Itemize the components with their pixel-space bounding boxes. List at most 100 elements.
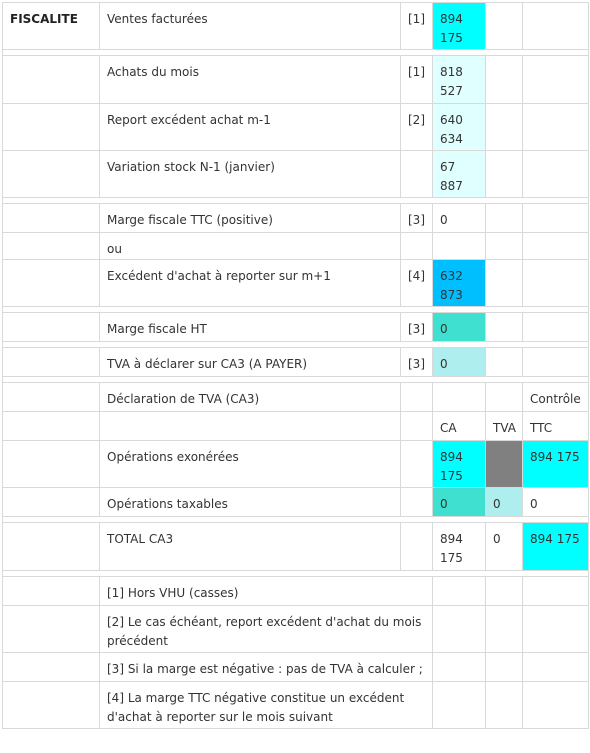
empty-cell (522, 232, 589, 260)
empty-cell (522, 203, 589, 233)
footnote-1: [1] Hors VHU (casses) (99, 576, 433, 606)
empty-cell (400, 440, 433, 488)
empty-cell (485, 347, 523, 377)
empty-cell (432, 232, 486, 260)
row-value-ventes: 894 175 (432, 2, 486, 50)
empty-cell (522, 652, 589, 682)
fiscalite-table: FISCALITE Ventes facturées [1] 894 175 A… (2, 2, 589, 729)
exonerees-tva (485, 440, 523, 488)
empty-cell (2, 55, 100, 104)
column-header-tva: TVA (485, 411, 523, 441)
column-header-ttc: TTC (522, 411, 589, 441)
controle-label: Contrôle (522, 382, 589, 412)
empty-cell (485, 576, 523, 606)
empty-cell (400, 522, 433, 571)
empty-cell (2, 382, 100, 412)
row-label-achats: Achats du mois (99, 55, 401, 104)
row-value-excedent: 632 873 (432, 259, 486, 307)
empty-cell (485, 103, 523, 151)
row-label-ou: ou (99, 232, 401, 260)
footnote-2: [2] Le cas échéant, report excédent d'ac… (99, 605, 433, 653)
row-label-stock: Variation stock N-1 (janvier) (99, 150, 401, 198)
empty-cell (2, 232, 100, 260)
row-ref-stock (400, 150, 433, 198)
empty-cell (2, 259, 100, 307)
empty-cell (2, 681, 100, 729)
empty-cell (485, 232, 523, 260)
empty-cell (485, 382, 523, 412)
footnote-4: [4] La marge TTC négative constitue un e… (99, 681, 433, 729)
row-label-ventes: Ventes facturées (99, 2, 401, 50)
empty-cell (432, 576, 486, 606)
empty-cell (2, 440, 100, 488)
empty-cell (2, 411, 100, 441)
row-label-report: Report excédent achat m-1 (99, 103, 401, 151)
row-value-marge-ttc: 0 (432, 203, 486, 233)
row-label-marge-ttc: Marge fiscale TTC (positive) (99, 203, 401, 233)
empty-cell (432, 605, 486, 653)
empty-cell (432, 681, 486, 729)
empty-cell (485, 2, 523, 50)
empty-cell (432, 382, 486, 412)
declaration-title: Déclaration de TVA (CA3) (99, 382, 401, 412)
row-ref-ventes: [1] (400, 2, 433, 50)
empty-cell (522, 150, 589, 198)
row-ref-achats: [1] (400, 55, 433, 104)
empty-cell (522, 259, 589, 307)
row-label-marge-ht: Marge fiscale HT (99, 312, 401, 342)
row-ref-marge-ttc: [3] (400, 203, 433, 233)
empty-cell (485, 55, 523, 104)
taxables-ttc: 0 (522, 487, 589, 517)
row-value-achats: 818 527 (432, 55, 486, 104)
empty-cell (2, 522, 100, 571)
empty-cell (2, 150, 100, 198)
row-value-tva-declarer: 0 (432, 347, 486, 377)
row-label-tva-declarer: TVA à déclarer sur CA3 (A PAYER) (99, 347, 401, 377)
row-value-marge-ht: 0 (432, 312, 486, 342)
taxables-ca: 0 (432, 487, 486, 517)
empty-cell (432, 652, 486, 682)
taxables-tva: 0 (485, 487, 523, 517)
total-tva: 0 (485, 522, 523, 571)
empty-cell (485, 312, 523, 342)
empty-cell (2, 312, 100, 342)
empty-cell (400, 232, 433, 260)
empty-cell (400, 382, 433, 412)
empty-cell (522, 605, 589, 653)
empty-cell (99, 411, 401, 441)
empty-cell (400, 411, 433, 441)
row-ref-tva-declarer: [3] (400, 347, 433, 377)
empty-cell (2, 605, 100, 653)
exonerees-ttc: 894 175 (522, 440, 589, 488)
total-ca: 894 175 (432, 522, 486, 571)
empty-cell (522, 2, 589, 50)
footnote-3: [3] Si la marge est négative : pas de TV… (99, 652, 433, 682)
empty-cell (2, 347, 100, 377)
empty-cell (485, 681, 523, 729)
row-label-exonerees: Opérations exonérées (99, 440, 401, 488)
empty-cell (2, 576, 100, 606)
empty-cell (522, 55, 589, 104)
empty-cell (2, 487, 100, 517)
empty-cell (400, 487, 433, 517)
row-ref-marge-ht: [3] (400, 312, 433, 342)
empty-cell (2, 103, 100, 151)
total-ttc: 894 175 (522, 522, 589, 571)
exonerees-ca: 894 175 (432, 440, 486, 488)
column-header-ca: CA (432, 411, 486, 441)
empty-cell (2, 203, 100, 233)
empty-cell (485, 150, 523, 198)
empty-cell (522, 312, 589, 342)
empty-cell (2, 652, 100, 682)
empty-cell (485, 203, 523, 233)
empty-cell (485, 652, 523, 682)
row-value-stock: 67 887 (432, 150, 486, 198)
empty-cell (485, 259, 523, 307)
empty-cell (485, 605, 523, 653)
row-ref-excedent: [4] (400, 259, 433, 307)
row-ref-report: [2] (400, 103, 433, 151)
empty-cell (522, 681, 589, 729)
row-value-report: 640 634 (432, 103, 486, 151)
empty-cell (522, 347, 589, 377)
row-label-excedent: Excédent d'achat à reporter sur m+1 (99, 259, 401, 307)
